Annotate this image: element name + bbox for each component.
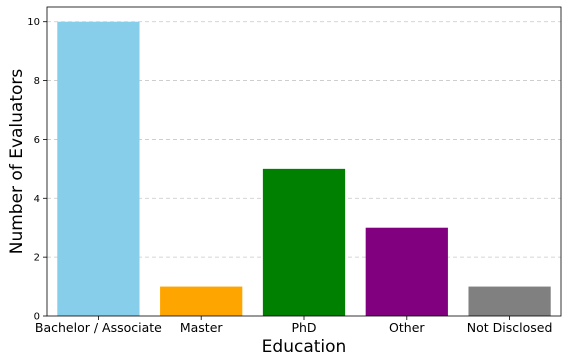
y-tick-label: 10 — [27, 17, 40, 28]
bar — [468, 286, 551, 316]
y-axis: 0 2 4 6 8 10 — [27, 17, 47, 323]
y-tick-label: 2 — [34, 253, 40, 264]
y-axis-title: Number of Evaluators — [7, 69, 27, 255]
bar — [365, 227, 448, 316]
x-tick-label: Bachelor / Associate — [35, 320, 162, 335]
y-tick-label: 4 — [34, 194, 40, 205]
x-tick-label: Master — [180, 320, 224, 335]
x-tick-label: PhD — [291, 320, 316, 335]
bar — [57, 21, 140, 316]
x-axis-title: Education — [262, 337, 347, 353]
x-tick-label: Other — [389, 320, 425, 335]
y-tick-label: 6 — [34, 135, 40, 146]
y-tick-label: 0 — [34, 312, 40, 323]
x-axis: Bachelor / Associate Master PhD Other Not Di… — [35, 316, 552, 335]
bar — [160, 286, 243, 316]
y-tick-label: 8 — [34, 76, 40, 87]
x-tick-label: Not Disclosed — [467, 320, 553, 335]
bars — [57, 21, 551, 316]
bar — [262, 168, 346, 316]
